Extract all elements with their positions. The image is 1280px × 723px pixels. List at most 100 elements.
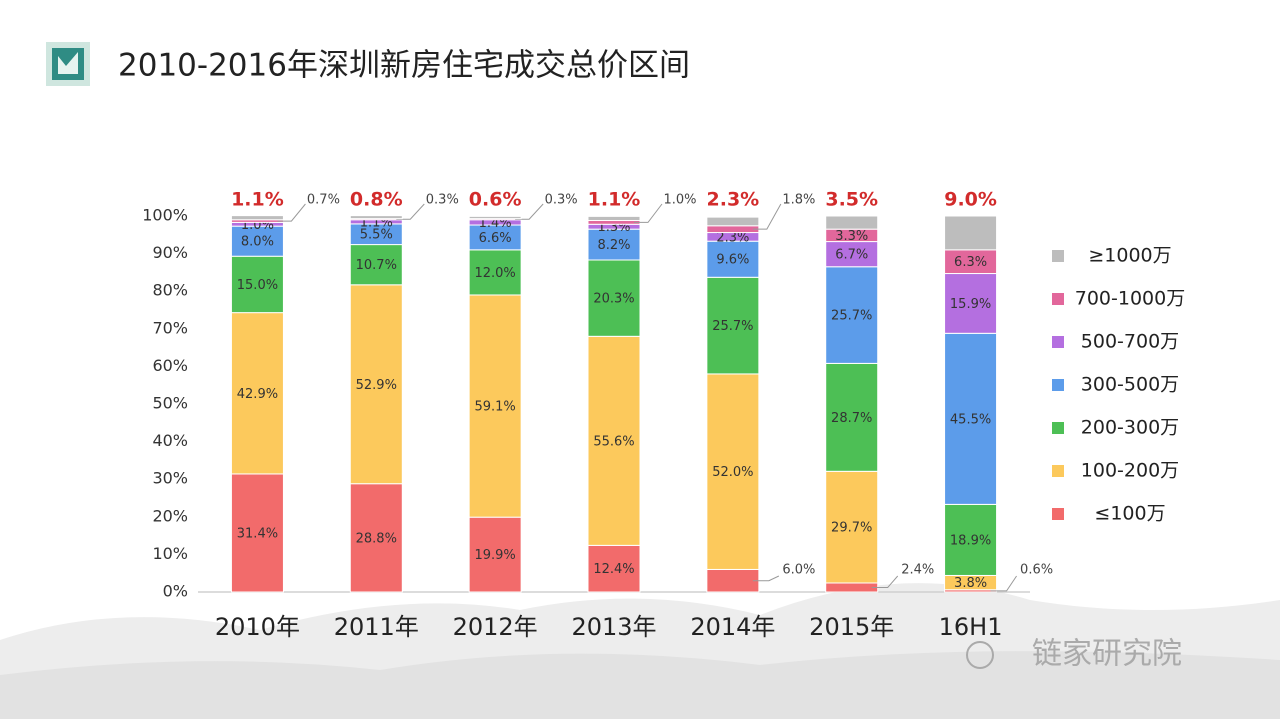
x-tick-label: 2015年 — [809, 613, 894, 641]
value-label: 12.0% — [474, 266, 515, 281]
top-value-label: 2.3% — [707, 189, 760, 211]
legend-swatch — [1052, 379, 1064, 391]
y-tick-label: 50% — [152, 394, 188, 413]
value-label: 10.7% — [356, 258, 397, 273]
top-value-label: 3.5% — [825, 189, 878, 211]
value-label: 6.7% — [835, 248, 868, 263]
bar-segment — [349, 284, 403, 485]
callout-line — [871, 575, 899, 588]
bar-segment — [825, 241, 879, 268]
y-tick-label: 20% — [152, 506, 188, 525]
bar-segment — [944, 332, 998, 505]
bar-segment — [587, 215, 641, 222]
value-label: 55.6% — [593, 434, 634, 449]
value-label: 8.0% — [241, 235, 274, 250]
bar-segment — [587, 259, 641, 337]
value-label: 52.0% — [712, 465, 753, 480]
bar-segment — [230, 255, 284, 314]
value-label: 5.5% — [360, 228, 393, 243]
value-label: 6.3% — [954, 255, 987, 270]
top-value-label: 1.1% — [588, 189, 641, 211]
value-label: 18.9% — [950, 533, 991, 548]
callout-label: 0.3% — [545, 193, 578, 208]
bar-segment — [825, 470, 879, 584]
callout-label: 2.4% — [901, 563, 934, 578]
callout-label: 6.0% — [782, 563, 815, 578]
x-tick-label: 2013年 — [571, 613, 656, 641]
value-label: 2.3% — [716, 230, 749, 245]
bar-segment — [468, 249, 522, 296]
value-label: 25.7% — [831, 309, 872, 324]
bar-segment — [230, 225, 284, 257]
watermark: 链家研究院 — [966, 637, 1182, 672]
callout-label: 0.3% — [426, 193, 459, 208]
legend-label: 300-500万 — [1081, 374, 1179, 396]
value-label: 31.4% — [237, 526, 278, 541]
y-tick-label: 100% — [142, 206, 188, 225]
y-tick-label: 80% — [152, 281, 188, 300]
bar-segment — [944, 215, 998, 251]
legend-label: 100-200万 — [1081, 460, 1179, 482]
value-label: 3.8% — [954, 576, 987, 591]
y-tick-label: 60% — [152, 356, 188, 375]
legend-label: ≤100万 — [1094, 503, 1165, 525]
background-mountains — [0, 651, 1280, 719]
legend-swatch — [1052, 336, 1064, 348]
callout-label: 1.0% — [663, 193, 696, 208]
bar-segment — [349, 215, 403, 220]
callout-line — [396, 203, 425, 220]
bar-segment — [706, 276, 760, 375]
callout-line — [990, 575, 1017, 592]
x-tick-label: 16H1 — [939, 613, 1003, 641]
logo-icon — [46, 42, 90, 86]
top-value-label: 0.8% — [350, 189, 403, 211]
x-tick-label: 2012年 — [453, 613, 538, 641]
legend-label: 500-700万 — [1081, 331, 1179, 353]
bar-segment — [706, 225, 760, 234]
value-label: 28.8% — [356, 531, 397, 546]
y-tick-label: 0% — [163, 582, 188, 601]
callout-label: 0.6% — [1020, 563, 1053, 578]
value-label: 42.9% — [237, 387, 278, 402]
bar-segment — [468, 516, 522, 593]
value-label: 9.6% — [716, 253, 749, 268]
bar-segment — [706, 568, 760, 593]
legend-swatch — [1052, 293, 1064, 305]
value-label: 29.7% — [831, 521, 872, 536]
callout-line — [634, 203, 663, 223]
watermark-text: 链家研究院 — [1032, 637, 1182, 672]
y-tick-label: 30% — [152, 469, 188, 488]
bar-segment — [825, 582, 879, 593]
bar-segment — [468, 215, 522, 220]
y-tick-label: 90% — [152, 243, 188, 262]
y-tick-label: 40% — [152, 431, 188, 450]
bar-segment — [587, 335, 641, 546]
value-label: 6.6% — [479, 231, 512, 246]
x-tick-label: 2011年 — [334, 613, 419, 641]
bar-segment — [349, 483, 403, 593]
value-label: 19.9% — [474, 548, 515, 563]
top-value-label: 0.6% — [469, 189, 522, 211]
value-label: 8.2% — [597, 238, 630, 253]
value-label: 25.7% — [712, 319, 753, 334]
y-tick-label: 10% — [152, 544, 188, 563]
bar-segment — [706, 240, 760, 278]
legend-swatch — [1052, 422, 1064, 434]
bar-segment — [230, 215, 284, 221]
bar-segment — [587, 228, 641, 261]
bar-segment — [706, 373, 760, 570]
value-label: 20.3% — [593, 292, 634, 307]
x-tick-label: 2010年 — [215, 613, 300, 641]
legend-label: 700-1000万 — [1075, 288, 1185, 310]
value-label: 15.9% — [950, 297, 991, 312]
bar-segment — [706, 216, 760, 227]
callout-line — [752, 203, 782, 230]
chart-title: 2010-2016年深圳新房住宅成交总价区间 — [118, 48, 690, 84]
value-label: 28.7% — [831, 411, 872, 426]
bar-segment — [825, 362, 879, 472]
bar-segment — [468, 294, 522, 518]
callout-label: 1.8% — [782, 193, 815, 208]
top-value-label: 9.0% — [944, 189, 997, 211]
